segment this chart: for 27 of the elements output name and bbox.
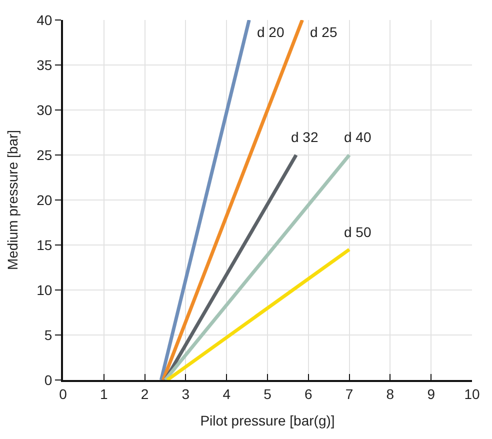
series-label: d 40 bbox=[344, 129, 372, 145]
x-tick-label: 1 bbox=[100, 386, 108, 402]
series-label: d 25 bbox=[310, 24, 338, 40]
x-tick-label: 3 bbox=[182, 386, 190, 402]
series-label: d 50 bbox=[344, 224, 372, 240]
x-tick-label: 5 bbox=[264, 386, 272, 402]
x-tick-label: 9 bbox=[427, 386, 436, 402]
x-tick-label: 4 bbox=[222, 386, 231, 402]
y-tick-label: 0 bbox=[44, 372, 52, 388]
y-tick-label: 20 bbox=[36, 192, 52, 208]
series-label: d 20 bbox=[257, 24, 284, 40]
y-tick-label: 35 bbox=[36, 56, 52, 73]
y-tick-label: 10 bbox=[36, 282, 52, 298]
x-tick-label: 8 bbox=[386, 386, 394, 402]
x-tick-label: 6 bbox=[304, 386, 312, 402]
x-tick-label: 0 bbox=[59, 386, 68, 402]
y-tick-label: 40 bbox=[36, 12, 52, 28]
y-tick-label: 15 bbox=[36, 236, 52, 253]
x-tick-label: 7 bbox=[345, 386, 354, 402]
y-tick-label: 30 bbox=[36, 102, 52, 118]
y-tick-label: 25 bbox=[36, 146, 52, 163]
x-tick-label: 10 bbox=[464, 386, 480, 402]
y-tick-label: 5 bbox=[44, 326, 52, 343]
series-label: d 32 bbox=[291, 129, 318, 145]
x-axis-title: Pilot pressure [bar(g)] bbox=[200, 412, 335, 429]
x-tick-label: 2 bbox=[140, 386, 149, 402]
y-axis-title: Medium pressure [bar] bbox=[4, 130, 21, 270]
